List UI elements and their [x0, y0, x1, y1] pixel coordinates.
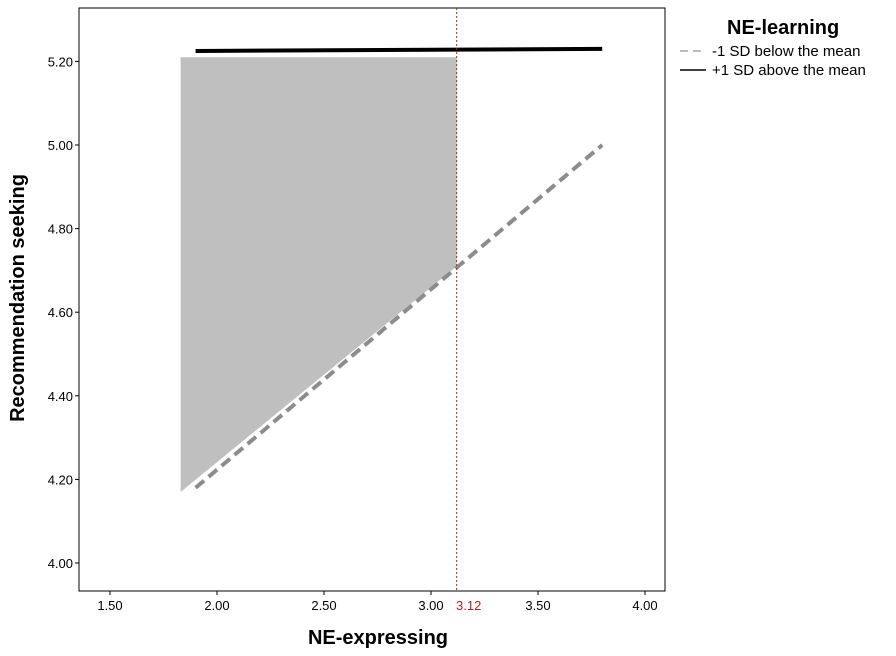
- x-tick-label: 2.50: [311, 598, 336, 613]
- series-line-above-mean: [195, 46, 603, 53]
- x-tick-label: 4.00: [632, 598, 657, 613]
- legend-items: -1 SD below the mean +1 SD above the mean: [680, 43, 866, 79]
- reference-line-label: 3.12: [456, 598, 481, 613]
- legend-title: NE-learning: [727, 17, 839, 39]
- y-tick-label: 5.00: [48, 138, 73, 153]
- series-layer: [194, 46, 604, 490]
- x-tick-label: 1.50: [97, 598, 122, 613]
- series-line-below-mean: [194, 143, 604, 490]
- y-tick-label: 4.80: [48, 222, 73, 237]
- y-tick-label: 4.40: [48, 389, 73, 404]
- legend-label: -1 SD below the mean: [712, 43, 860, 60]
- y-axis: 4.00 4.20 4.40 4.60 4.80 5.00 5.20: [48, 54, 79, 571]
- x-axis: 1.50 2.00 2.50 3.00 3.50 4.00: [97, 591, 658, 613]
- y-tick-label: 5.20: [48, 54, 73, 69]
- x-tick-label: 3.00: [418, 598, 443, 613]
- y-tick-label: 4.60: [48, 305, 73, 320]
- reference-line-layer: 3.12: [456, 8, 481, 613]
- x-tick-label: 2.00: [204, 598, 229, 613]
- legend-label: +1 SD above the mean: [712, 62, 866, 79]
- y-tick-label: 4.00: [48, 556, 73, 571]
- legend: NE-learning -1 SD below the mean +1 SD ab…: [675, 8, 896, 100]
- shaded-region-layer: [180, 57, 457, 492]
- y-axis-title: Recommendation seeking: [7, 174, 29, 422]
- legend-background: [675, 8, 896, 100]
- y-tick-label: 4.20: [48, 472, 73, 487]
- shaded-region: [180, 57, 457, 492]
- x-axis-title: NE-expressing: [308, 627, 448, 649]
- x-tick-label: 3.50: [525, 598, 550, 613]
